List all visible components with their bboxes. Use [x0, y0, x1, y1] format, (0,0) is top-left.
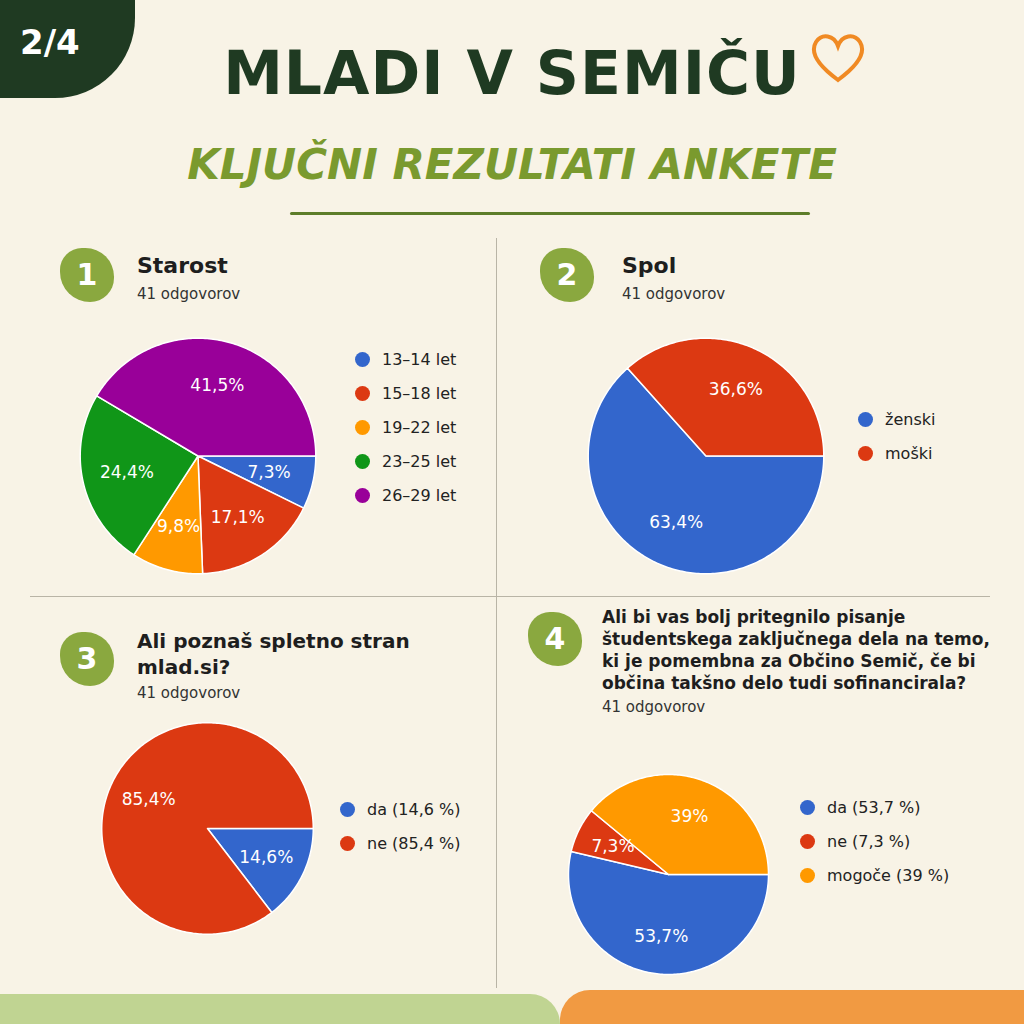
- svg-text:39%: 39%: [671, 806, 709, 826]
- html-text:13–14 let: 13–14 let: [382, 349, 457, 369]
- html-text:mogoče (39 %): mogoče (39 %): [827, 865, 950, 885]
- html-text:Starost: Starost: [137, 253, 228, 278]
- html-text:da (53,7 %): da (53,7 %): [827, 797, 921, 817]
- html-text:26–29 let: 26–29 let: [382, 485, 457, 505]
- html-text:ne (7,3 %): ne (7,3 %): [827, 831, 911, 851]
- html-text:41 odgovorov: 41 odgovorov: [137, 684, 241, 702]
- html-text:ne (85,4 %): ne (85,4 %): [367, 833, 461, 853]
- svg-text:7,3%: 7,3%: [591, 836, 634, 856]
- html-text:3: 3: [76, 641, 98, 676]
- html-text:KLJUČNI REZULTATI ANKETE: KLJUČNI REZULTATI ANKETE: [187, 140, 837, 189]
- html-text:MLADI V SEMIČU: MLADI V SEMIČU: [223, 38, 801, 108]
- svg-text:36,6%: 36,6%: [709, 379, 763, 399]
- svg-text:63,4%: 63,4%: [649, 512, 703, 532]
- svg-text:41,5%: 41,5%: [190, 375, 244, 395]
- html-text:da (14,6 %): da (14,6 %): [367, 799, 461, 819]
- svg-text:24,4%: 24,4%: [100, 462, 154, 482]
- html-text:2: 2: [556, 257, 578, 292]
- html-text:41 odgovorov: 41 odgovorov: [602, 698, 706, 717]
- html-text:19–22 let: 19–22 let: [382, 417, 457, 437]
- html-text:Ali poznaš spletno stran mlad.: Ali poznaš spletno stran mlad.si?: [137, 629, 410, 679]
- svg-text:85,4%: 85,4%: [122, 789, 176, 809]
- html-text:41 odgovorov: 41 odgovorov: [622, 284, 726, 303]
- html-text:moški: moški: [885, 443, 933, 463]
- svg-text:17,1%: 17,1%: [211, 507, 265, 527]
- svg-text:9,8%: 9,8%: [157, 516, 200, 536]
- svg-text:7,3%: 7,3%: [248, 462, 291, 482]
- html-text:1: 1: [76, 257, 98, 292]
- svg-text:53,7%: 53,7%: [634, 926, 688, 946]
- html-text:Spol: Spol: [622, 253, 677, 278]
- html-text:41 odgovorov: 41 odgovorov: [137, 284, 241, 303]
- svg-text:14,6%: 14,6%: [239, 847, 293, 867]
- html-text:2/4: 2/4: [20, 22, 80, 62]
- html-text:4: 4: [544, 621, 566, 656]
- html-text:15–18 let: 15–18 let: [382, 383, 457, 403]
- html-text:ženski: ženski: [885, 409, 936, 429]
- html-text:Ali bi vas bolj pritegnilo pis: Ali bi vas bolj pritegnilo pisanje štude…: [602, 607, 990, 694]
- html-text:23–25 let: 23–25 let: [382, 451, 457, 471]
